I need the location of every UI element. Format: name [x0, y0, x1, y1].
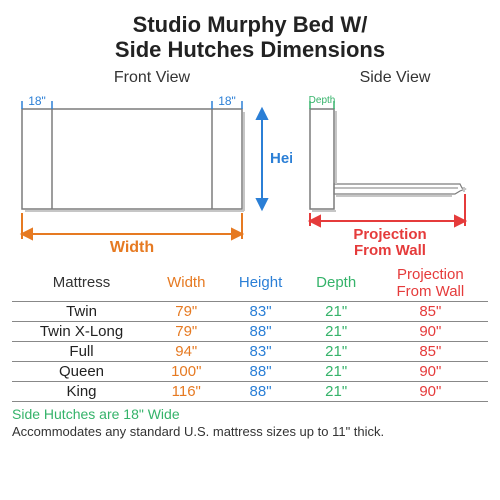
side-view-diagram: Depth Projection From Wall	[300, 89, 490, 259]
hutch-width-right-label: 18"	[218, 94, 236, 108]
th-depth: Depth	[300, 265, 373, 302]
th-projection: ProjectionFrom Wall	[373, 265, 488, 302]
table-body: Twin79"83"21"85"Twin X-Long79"88"21"90"F…	[12, 301, 488, 401]
table-row: Twin X-Long79"88"21"90"	[12, 321, 488, 341]
title-line-1: Studio Murphy Bed W/	[133, 12, 368, 37]
th-mattress: Mattress	[12, 265, 151, 302]
table-row: Full94"83"21"85"	[12, 341, 488, 361]
mattress-accommodation-note: Accommodates any standard U.S. mattress …	[12, 424, 488, 439]
front-view: Front View 18" 18"	[12, 69, 292, 259]
th-width: Width	[151, 265, 221, 302]
table-row: Twin79"83"21"85"	[12, 301, 488, 321]
dimensions-table: Mattress Width Height Depth ProjectionFr…	[12, 265, 488, 402]
projection-label-2: From Wall	[354, 242, 426, 259]
height-dimension-label: Height	[270, 150, 292, 167]
hutch-width-note: Side Hutches are 18" Wide	[12, 406, 488, 422]
side-view-label: Side View	[360, 69, 431, 87]
page-title: Studio Murphy Bed W/ Side Hutches Dimens…	[12, 12, 488, 63]
table-header-row: Mattress Width Height Depth ProjectionFr…	[12, 265, 488, 302]
table-row: King116"88"21"90"	[12, 381, 488, 401]
front-view-diagram: 18" 18" Height Width	[12, 89, 292, 259]
side-view: Side View Depth	[300, 69, 490, 259]
views-row: Front View 18" 18"	[12, 69, 488, 259]
depth-dimension-label: Depth	[309, 95, 336, 106]
front-view-label: Front View	[114, 69, 190, 87]
table-row: Queen100"88"21"90"	[12, 361, 488, 381]
projection-label-1: Projection	[353, 226, 426, 243]
th-height: Height	[222, 265, 300, 302]
width-dimension-label: Width	[110, 239, 154, 256]
title-line-2: Side Hutches Dimensions	[115, 37, 385, 62]
hutch-width-left-label: 18"	[28, 94, 46, 108]
